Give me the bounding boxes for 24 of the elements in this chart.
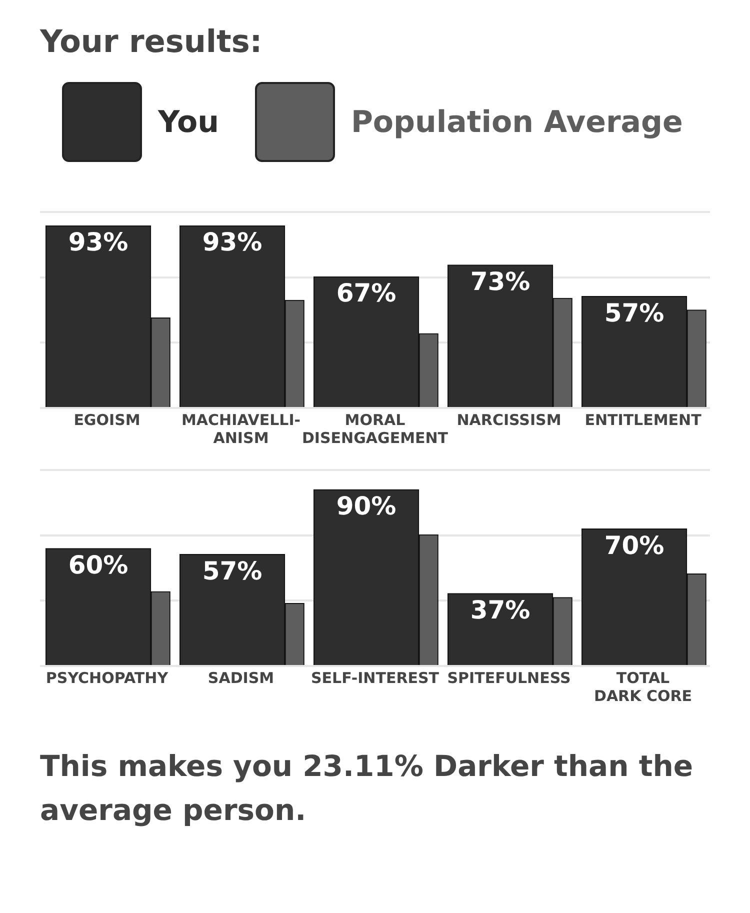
x-tick-label: SPITEFULNESS (447, 668, 571, 687)
x-tick-label: SADISM (208, 668, 274, 687)
x-tick-label: PSYCHOPATHY (46, 668, 170, 687)
data-label: 93% (202, 228, 262, 257)
x-tick-label: EGOISM (74, 410, 140, 429)
text: You (158, 104, 219, 140)
x-tick-label: TOTAL DARK CORE (594, 668, 692, 705)
data-label: 60% (68, 550, 128, 580)
x-tick-label: MACHIAVELLI-ANISM (181, 410, 301, 447)
text: Population Average (350, 104, 683, 140)
text: This makes you 23.11% Darker than the average person. (40, 748, 694, 829)
chart-title: Your results: (40, 24, 264, 60)
data-label: 57% (202, 556, 262, 586)
data-label: 67% (336, 278, 396, 308)
x-tick-label: ENTITLEMENT (584, 410, 702, 429)
x-tick-label: NARCISSISM (456, 410, 562, 429)
data-label: 37% (470, 595, 530, 624)
x-tick-label: MORAL DISENGAGEMENT (302, 410, 449, 447)
data-label: 57% (604, 298, 664, 328)
data-label: 93% (68, 228, 128, 257)
x-tick-label: SELF-INTEREST (310, 668, 440, 687)
data-label: 73% (470, 266, 530, 296)
data-label: 90% (336, 492, 396, 521)
data-label: 70% (604, 530, 664, 560)
